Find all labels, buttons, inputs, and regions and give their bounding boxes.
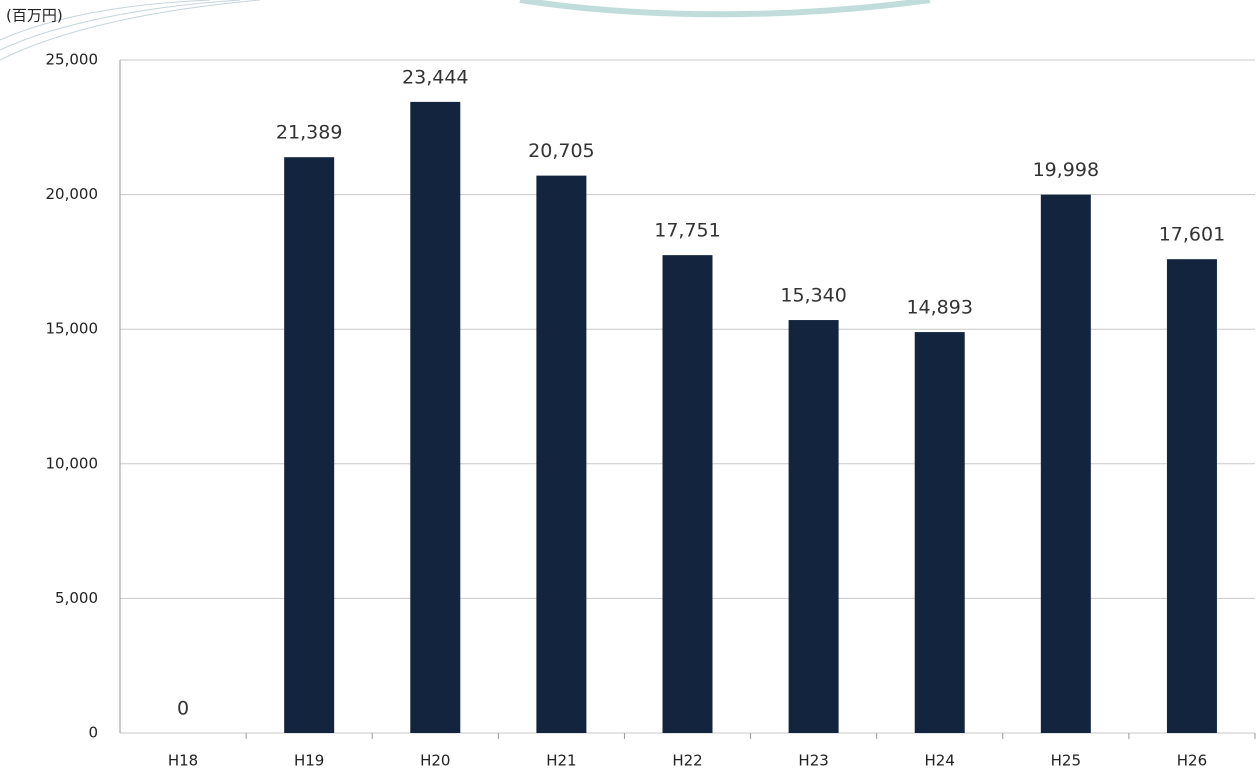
value-label: 0: [177, 698, 189, 720]
value-label: 20,705: [528, 140, 594, 162]
value-label: 21,389: [276, 122, 342, 144]
x-tick-label: H19: [294, 752, 324, 770]
value-label: 17,601: [1159, 224, 1225, 246]
bar: [284, 157, 335, 733]
bar: [410, 101, 461, 734]
bar: [536, 175, 587, 733]
y-tick-label: 10,000: [46, 454, 99, 472]
y-tick-label: 20,000: [46, 185, 99, 203]
x-tick-label: H24: [925, 752, 955, 770]
y-tick-label: 15,000: [46, 320, 99, 338]
y-tick-label: 25,000: [46, 51, 99, 69]
x-tick-label: H20: [420, 752, 450, 770]
x-tick-label: H22: [672, 752, 702, 770]
bar: [662, 255, 713, 734]
value-label: 15,340: [780, 285, 846, 307]
y-unit-label: (百万円): [6, 7, 63, 25]
value-label: 23,444: [402, 66, 468, 88]
x-tick-label: H21: [546, 752, 576, 770]
bar: [914, 332, 965, 733]
value-label: 19,998: [1033, 159, 1099, 181]
value-label: 17,751: [654, 220, 720, 242]
y-tick-label: 0: [88, 724, 98, 742]
x-tick-label: H25: [1051, 752, 1081, 770]
x-tick-label: H23: [798, 752, 828, 770]
value-label: 14,893: [906, 297, 972, 319]
bar: [1166, 259, 1217, 733]
bar: [788, 320, 839, 733]
x-tick-label: H18: [168, 752, 198, 770]
decoration: [0, 0, 931, 61]
y-tick-label: 5,000: [55, 589, 98, 607]
x-tick-label: H26: [1177, 752, 1207, 770]
bar: [1040, 194, 1091, 734]
